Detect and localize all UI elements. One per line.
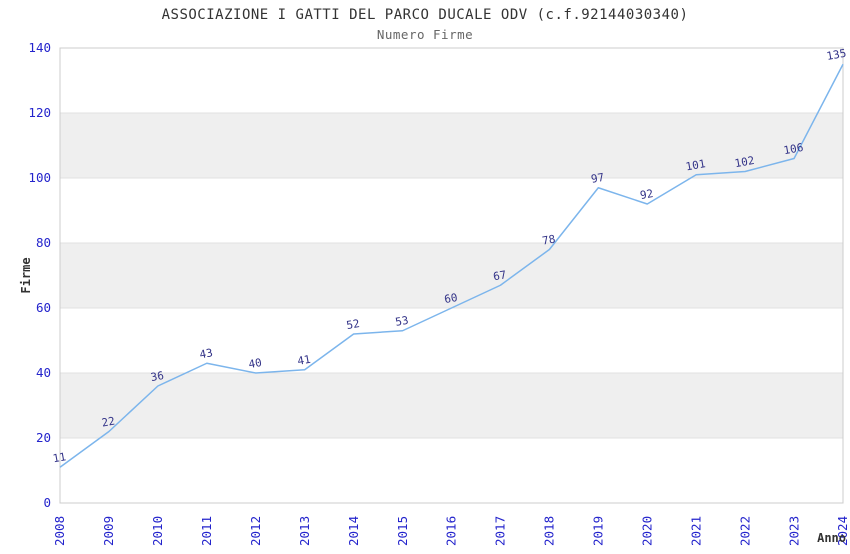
data-point-label: 106 [783,141,805,157]
x-tick-label: 2022 [737,516,752,546]
data-point-label: 60 [443,291,458,306]
plot-band [60,243,843,308]
x-tick-label: 2012 [248,516,263,546]
x-tick-label: 2018 [542,516,557,546]
y-tick-label: 0 [43,495,51,510]
x-tick-label: 2016 [444,516,459,546]
y-axis-ticks-group: 0 20 40 60 80 100 120 140 [28,40,51,510]
y-tick-label: 140 [28,40,51,55]
x-tick-label: 2011 [199,516,214,546]
data-point-label: 53 [394,314,409,329]
x-tick-label: 2014 [346,516,361,546]
chart-title: ASSOCIAZIONE I GATTI DEL PARCO DUCALE OD… [162,7,689,23]
x-tick-label: 2023 [786,516,801,546]
x-tick-label: 2024 [835,516,850,546]
data-point-label: 135 [825,47,847,63]
y-tick-label: 60 [36,300,51,315]
x-tick-label: 2015 [395,516,410,546]
x-tick-label: 2020 [639,516,654,546]
data-point-label: 41 [296,353,311,368]
y-tick-label: 20 [36,430,51,445]
y-tick-label: 100 [28,170,51,185]
y-tick-label: 80 [36,235,51,250]
data-point-label: 36 [150,369,165,384]
y-tick-label: 120 [28,105,51,120]
data-point-label: 52 [345,317,360,332]
data-point-label: 78 [541,233,556,248]
x-tick-label: 2021 [688,516,703,546]
data-point-label: 40 [247,356,262,371]
x-axis-ticks-group: 2008 2009 2010 2011 2012 2013 2014 2015 2016 2017… [52,516,850,546]
plot-band [60,113,843,178]
chart-subtitle: Numero Firme [377,27,473,42]
data-point-label: 92 [639,187,654,202]
series-line [59,63,844,468]
x-tick-label: 2010 [150,516,165,546]
x-tick-label: 2019 [591,516,606,546]
y-axis-title: Firme [19,257,33,293]
x-tick-label: 2008 [52,516,67,546]
data-point-label: 22 [101,415,116,430]
x-tick-label: 2017 [493,516,508,546]
x-tick-label: 2009 [101,516,116,546]
data-point-label: 102 [734,154,756,170]
data-point-label: 11 [52,450,67,465]
data-labels-group: 11 22 36 43 40 41 52 53 60 67 78 97 92 101 102 106 135 [52,47,848,466]
x-axis-title: Anno [817,531,846,545]
data-point-label: 43 [199,346,214,361]
plot-band [60,373,843,438]
x-tick-label: 2013 [297,516,312,546]
data-point-label: 101 [685,157,707,173]
y-tick-label: 40 [36,365,51,380]
series-group [59,63,844,468]
plot-border [59,47,844,504]
data-point-label: 97 [590,171,605,186]
plot-bands-group [60,113,843,438]
data-point-label: 67 [492,268,507,283]
